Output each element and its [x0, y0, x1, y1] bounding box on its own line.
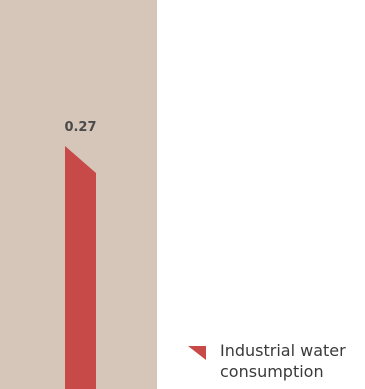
legend-swatch-icon [188, 346, 206, 360]
bar-data-label: 0.27 [64, 120, 96, 135]
bar-industrial-water-consumption [65, 146, 96, 389]
legend-label: Industrial water consumption [220, 341, 346, 381]
legend: Industrial water consumption [188, 340, 363, 382]
